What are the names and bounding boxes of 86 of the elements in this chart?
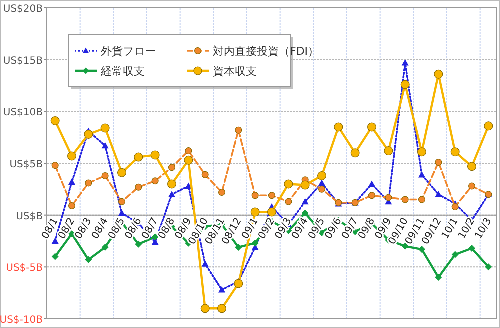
point	[118, 198, 126, 206]
point	[68, 152, 76, 161]
point	[84, 130, 94, 139]
point	[102, 244, 109, 251]
point	[435, 158, 442, 166]
point	[468, 245, 476, 252]
legend-label: 外貨フロー	[101, 45, 156, 58]
point	[418, 246, 426, 254]
point	[50, 116, 60, 126]
point	[468, 182, 476, 190]
point	[318, 186, 326, 193]
legend-label: 経常収支	[100, 65, 145, 78]
point	[402, 59, 409, 66]
point	[168, 191, 176, 198]
point	[252, 192, 259, 200]
point	[218, 304, 226, 314]
point	[434, 70, 444, 79]
point	[300, 180, 310, 190]
point	[302, 210, 309, 217]
point	[250, 208, 260, 217]
point	[334, 122, 344, 132]
point	[218, 286, 226, 293]
point	[135, 240, 142, 248]
point	[184, 156, 194, 165]
point	[235, 126, 242, 134]
point	[168, 164, 176, 172]
point	[52, 162, 59, 170]
point	[385, 194, 392, 202]
point	[368, 180, 376, 188]
point	[368, 122, 376, 132]
y-tick-label: US$15B	[3, 56, 44, 67]
point	[150, 150, 160, 160]
point	[452, 251, 459, 258]
point	[168, 180, 176, 189]
point	[400, 80, 410, 90]
point	[435, 191, 442, 198]
point	[218, 189, 226, 196]
point	[318, 171, 326, 180]
point	[418, 148, 426, 157]
point	[102, 142, 109, 149]
point	[202, 171, 209, 178]
y-tick-label: US$20B	[3, 4, 44, 15]
legend-label: 対内直接投資（FDI）	[213, 45, 320, 58]
point	[468, 162, 476, 172]
point	[435, 274, 442, 282]
point	[52, 253, 59, 260]
point	[368, 192, 376, 200]
y-tick-label: US$5B	[10, 160, 44, 170]
point	[152, 238, 159, 246]
point	[118, 168, 126, 178]
point	[235, 244, 242, 251]
point	[384, 146, 394, 156]
y-tick-label: US$10B	[3, 108, 44, 119]
point	[268, 208, 276, 217]
point	[252, 240, 259, 247]
legend-label: 資本収支	[213, 65, 257, 78]
point	[285, 198, 292, 206]
point	[268, 192, 276, 200]
point	[284, 180, 294, 189]
point	[152, 178, 159, 185]
point	[118, 210, 126, 216]
y-tick-label: US$-5B	[6, 263, 44, 274]
point	[450, 148, 460, 157]
point	[484, 122, 494, 131]
y-tick-label: US$-10B	[0, 315, 44, 326]
point	[100, 124, 110, 133]
point	[135, 184, 142, 191]
point	[318, 180, 326, 186]
point	[134, 152, 144, 162]
point	[68, 178, 76, 185]
point	[185, 148, 192, 155]
point	[234, 279, 244, 288]
point	[350, 148, 360, 158]
point	[102, 172, 109, 180]
point	[202, 260, 209, 267]
point	[402, 196, 409, 204]
point	[85, 256, 92, 264]
y-tick-label: US$B	[16, 211, 44, 222]
point	[85, 180, 92, 187]
point	[302, 198, 309, 205]
point	[485, 264, 492, 271]
point	[68, 202, 76, 210]
point	[452, 204, 459, 211]
point	[418, 196, 426, 204]
point	[418, 171, 426, 178]
point	[200, 304, 210, 314]
